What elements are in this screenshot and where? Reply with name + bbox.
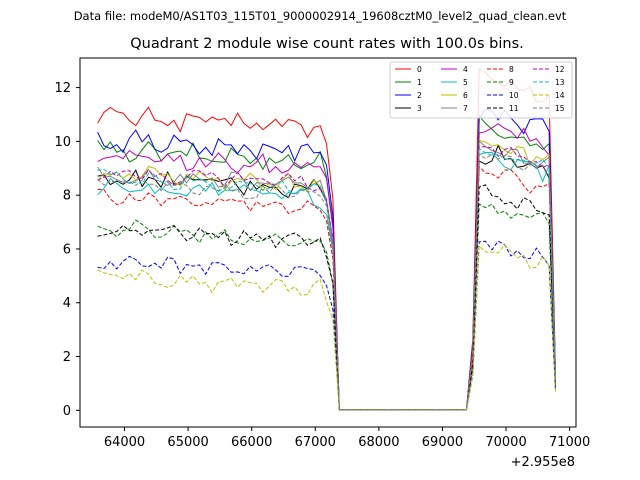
series-line-12 [97,146,556,411]
series-line-11 [97,184,556,411]
legend-label-3: 3 [417,104,422,113]
series-line-5 [97,151,556,411]
legend-label-1: 1 [417,78,422,87]
y-tick-label: 2 [63,350,71,365]
x-axis-offset-label: +2.955e8 [511,455,575,470]
axes-frame [79,57,577,428]
chart-title: Quadrant 2 module wise count rates with … [130,36,524,52]
series-line-10 [97,240,556,411]
y-tick-label: 4 [63,296,71,311]
series-line-4 [97,123,556,411]
series-line-1 [97,114,556,411]
legend-label-2: 2 [417,91,422,100]
legend-label-6: 6 [463,91,468,100]
x-tick-label: 69000 [422,435,463,450]
plot-area [97,68,556,411]
series-line-15 [97,153,556,411]
chart-suptitle: Data file: modeM0/AS1T03_115T01_90000029… [74,9,567,23]
series-line-13 [97,148,556,411]
y-tick-label: 12 [54,81,71,96]
series-line-14 [97,244,556,411]
legend-label-8: 8 [509,65,514,74]
series-line-9 [97,203,556,411]
x-tick-label: 67000 [295,435,336,450]
legend-box [389,61,573,119]
legend-label-0: 0 [417,65,422,74]
series-line-0 [97,68,556,411]
legend-label-7: 7 [463,104,468,113]
legend-label-15: 15 [555,104,565,113]
series-line-8 [97,165,556,411]
series-line-7 [97,140,556,411]
legend-label-11: 11 [509,104,519,113]
legend-label-9: 9 [509,78,514,87]
y-tick-label: 10 [54,135,71,150]
legend-label-5: 5 [463,78,468,87]
x-tick-label: 65000 [167,435,208,450]
x-tick-label: 71000 [549,435,590,450]
x-tick-label: 68000 [358,435,399,450]
legend-label-4: 4 [463,65,468,74]
legend-label-10: 10 [509,91,519,100]
y-tick-label: 6 [63,242,71,257]
y-tick-label: 0 [63,404,71,419]
series-line-6 [97,139,556,411]
y-tick-label: 8 [63,189,71,204]
axes: 64000 65000 66000 67000 68000 69000 70000 71000… [54,81,590,450]
x-tick-label: 70000 [485,435,526,450]
x-tick-label: 66000 [231,435,272,450]
legend-label-12: 12 [555,65,565,74]
legend-label-14: 14 [555,91,565,100]
legend-label-13: 13 [555,78,565,87]
x-tick-label: 64000 [104,435,145,450]
